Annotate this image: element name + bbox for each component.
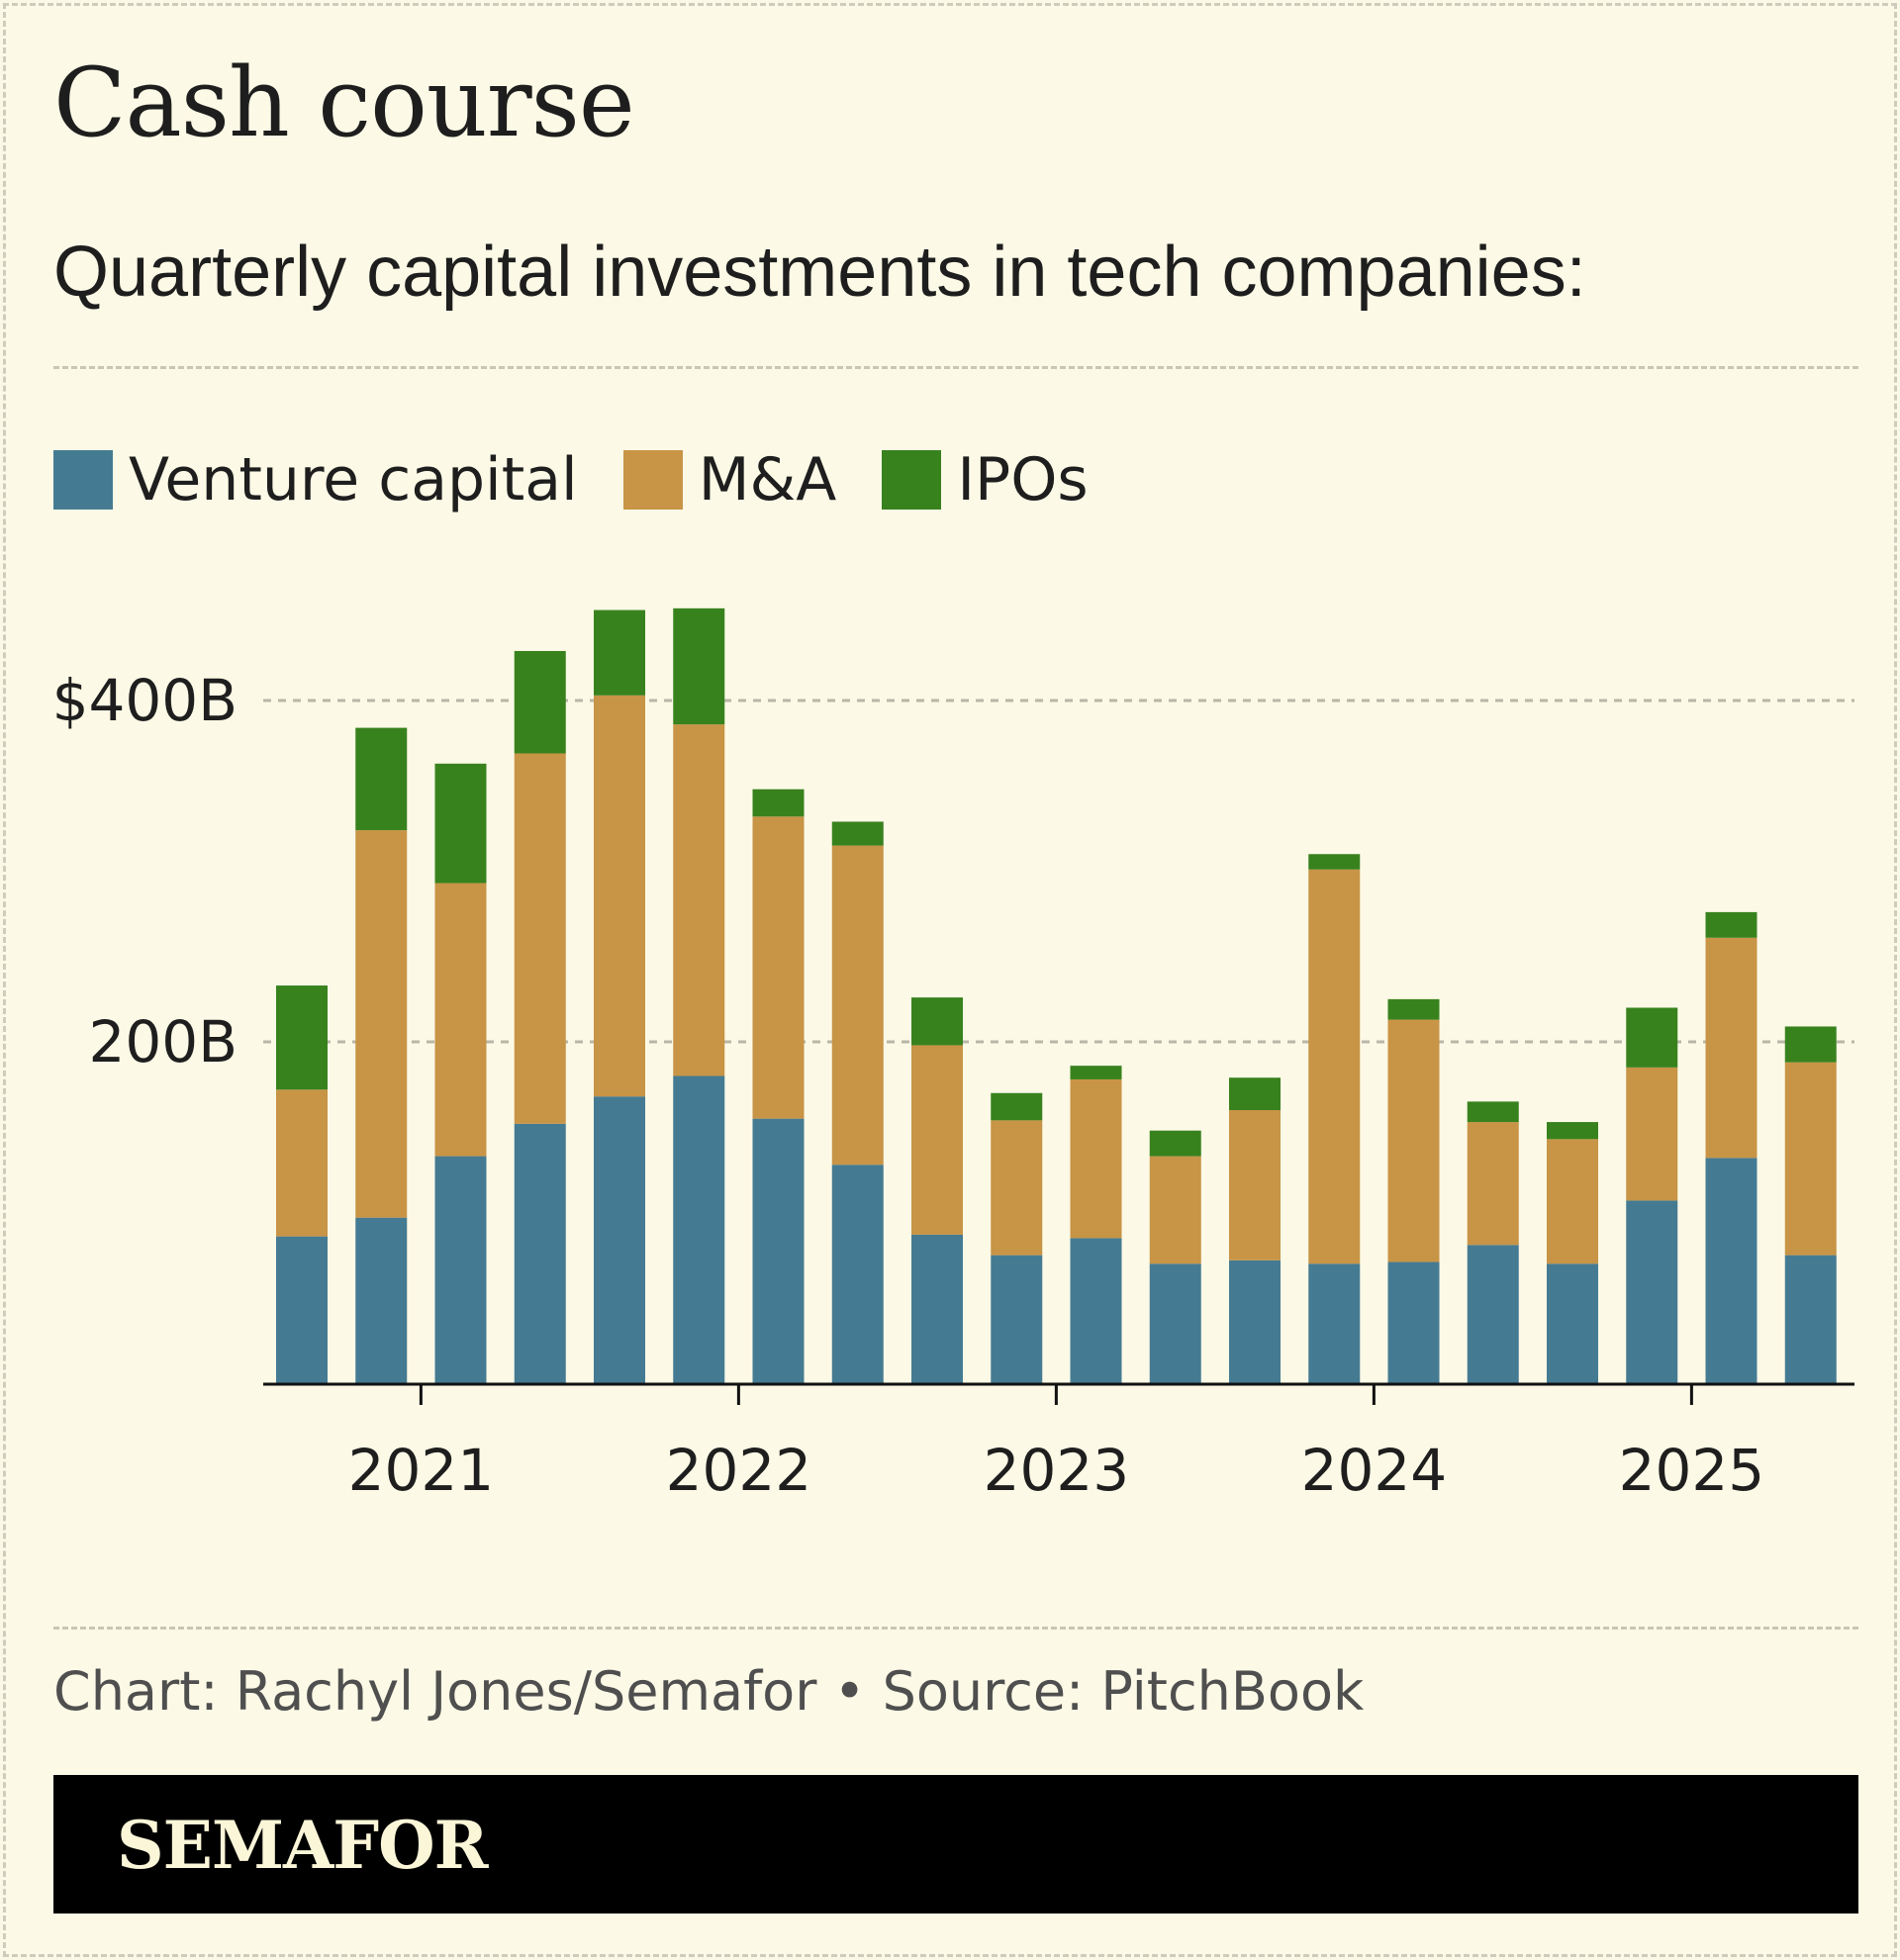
bar-ipos — [434, 763, 487, 884]
chart-legend: Venture capital M&A IPOs — [53, 445, 1134, 514]
bar-venture-capital — [911, 1234, 963, 1383]
stacked-bar-chart: 200B $400B 2021 2022 2023 2024 2025 — [52, 607, 1854, 1504]
bar-venture-capital — [1784, 1255, 1837, 1383]
x-tick-label: 2022 — [666, 1437, 812, 1504]
chart-frame: Cash course Quarterly capital investment… — [3, 3, 1897, 1957]
legend-swatch-venture-capital — [53, 450, 113, 510]
bar-m-a — [276, 1089, 328, 1237]
bar-m-a — [1308, 869, 1361, 1264]
bar-venture-capital — [991, 1255, 1043, 1383]
bar-m-a — [1547, 1139, 1598, 1264]
bar-ipos — [991, 1092, 1043, 1121]
bar-m-a — [1784, 1062, 1837, 1256]
brand-bar: SEMAFOR — [53, 1775, 1858, 1913]
bar-m-a — [514, 753, 566, 1124]
bar-m-a — [1149, 1156, 1201, 1264]
bar-venture-capital — [831, 1165, 884, 1383]
x-tick-label: 2024 — [1301, 1437, 1448, 1504]
bar-m-a — [991, 1120, 1043, 1256]
x-tick-label: 2023 — [984, 1437, 1130, 1504]
x-tick-label: 2021 — [348, 1437, 495, 1504]
bar-ipos — [1149, 1130, 1201, 1157]
bar-ipos — [1467, 1101, 1519, 1123]
bar-ipos — [752, 789, 805, 817]
bar-m-a — [831, 845, 884, 1166]
bar-ipos — [514, 650, 566, 754]
bar-ipos — [355, 727, 408, 831]
chart-credit: Chart: Rachyl Jones/Semafor • Source: Pi… — [53, 1660, 1365, 1723]
bar-m-a — [1387, 1019, 1440, 1262]
bar-m-a — [594, 695, 645, 1097]
bar-ipos — [1070, 1066, 1122, 1079]
brand-logo: SEMAFOR — [117, 1807, 488, 1884]
bar-venture-capital — [1467, 1245, 1519, 1383]
bar-venture-capital — [752, 1118, 805, 1383]
bar-m-a — [1705, 937, 1758, 1159]
bar-venture-capital — [1387, 1261, 1440, 1383]
bar-venture-capital — [594, 1096, 645, 1383]
bar-ipos — [1784, 1026, 1837, 1063]
x-tick-label: 2025 — [1619, 1437, 1765, 1504]
bottom-divider — [53, 1627, 1858, 1630]
bar-ipos — [1387, 998, 1440, 1020]
bar-m-a — [434, 883, 487, 1157]
bar-venture-capital — [434, 1156, 487, 1383]
legend-item-ma: M&A — [622, 445, 837, 514]
legend-label-ipos: IPOs — [957, 445, 1089, 514]
bar-m-a — [911, 1045, 963, 1235]
bar-ipos — [1705, 911, 1758, 938]
bar-ipos — [911, 997, 963, 1046]
bar-m-a — [673, 724, 725, 1076]
bar-venture-capital — [1626, 1200, 1678, 1383]
bar-ipos — [673, 607, 725, 725]
top-divider — [53, 366, 1858, 369]
y-tick-label: $400B — [52, 667, 238, 734]
chart-subtitle: Quarterly capital investments in tech co… — [53, 233, 1586, 312]
bar-venture-capital — [1229, 1260, 1281, 1383]
bar-ipos — [594, 609, 645, 696]
bar-venture-capital — [1547, 1263, 1598, 1383]
bar-ipos — [1308, 854, 1361, 870]
bar-venture-capital — [1308, 1263, 1361, 1383]
legend-item-venture-capital: Venture capital — [53, 445, 578, 514]
bar-m-a — [1229, 1110, 1281, 1260]
bar-venture-capital — [1149, 1263, 1201, 1383]
bar-venture-capital — [673, 1075, 725, 1383]
bar-ipos — [1626, 1007, 1678, 1068]
bar-venture-capital — [276, 1236, 328, 1383]
bar-venture-capital — [1070, 1238, 1122, 1383]
bar-ipos — [1229, 1077, 1281, 1110]
legend-label-ma: M&A — [698, 445, 837, 514]
legend-swatch-ipos — [882, 450, 942, 510]
bar-m-a — [355, 830, 408, 1218]
bar-m-a — [1467, 1122, 1519, 1246]
bar-m-a — [752, 816, 805, 1119]
bar-venture-capital — [1705, 1158, 1758, 1383]
legend-swatch-ma — [622, 450, 683, 510]
bar-ipos — [1547, 1122, 1598, 1140]
bar-ipos — [276, 985, 328, 1090]
bar-venture-capital — [355, 1217, 408, 1383]
legend-item-ipos: IPOs — [882, 445, 1089, 514]
bar-ipos — [831, 821, 884, 846]
bar-venture-capital — [514, 1123, 566, 1383]
bar-m-a — [1070, 1078, 1122, 1239]
chart-title: Cash course — [53, 47, 635, 158]
bar-m-a — [1626, 1067, 1678, 1201]
legend-label-venture-capital: Venture capital — [129, 445, 578, 514]
y-tick-label: 200B — [89, 1008, 238, 1075]
